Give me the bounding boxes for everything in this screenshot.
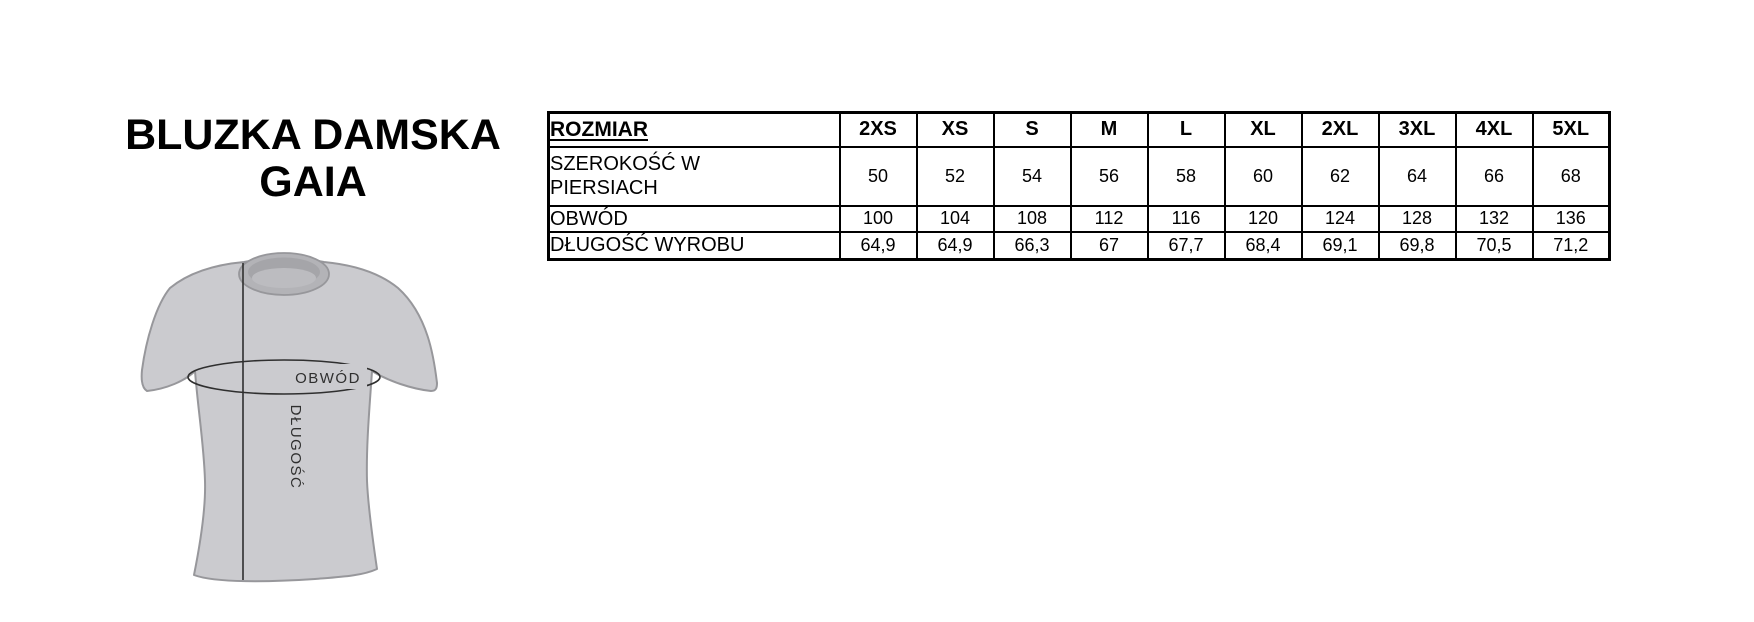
- size-col-header: XL: [1223, 111, 1303, 148]
- tshirt-diagram-svg: OBWÓD DŁUGOŚĆ: [140, 252, 438, 583]
- product-length-value: 69,1: [1300, 230, 1380, 261]
- size-col-header: S: [992, 111, 1072, 148]
- girth-value: 104: [915, 204, 995, 233]
- row-label-girth: OBWÓD: [547, 204, 841, 233]
- product-title: BLUZKA DAMSKA GAIA: [98, 112, 528, 206]
- length-label: DŁUGOŚĆ: [287, 405, 305, 490]
- girth-value: 120: [1223, 204, 1303, 233]
- row-label-chest-width: SZEROKOŚĆ W PIERSIACH: [547, 145, 841, 207]
- tshirt-measurement-diagram: OBWÓD DŁUGOŚĆ: [130, 250, 460, 622]
- size-col-header: 2XL: [1300, 111, 1380, 148]
- product-length-value: 67,7: [1146, 230, 1226, 261]
- circumference-label-bg: [289, 364, 367, 389]
- product-length-value: 70,5: [1454, 230, 1534, 261]
- size-col-header: M: [1069, 111, 1149, 148]
- product-title-line2: GAIA: [259, 158, 367, 206]
- chest-width-value: 54: [992, 145, 1072, 207]
- girth-value: 100: [838, 204, 918, 233]
- product-length-value: 64,9: [915, 230, 995, 261]
- size-table-header-label: ROZMIAR: [547, 111, 841, 148]
- girth-value: 116: [1146, 204, 1226, 233]
- girth-value: 108: [992, 204, 1072, 233]
- chest-width-value: 56: [1069, 145, 1149, 207]
- chest-width-value: 60: [1223, 145, 1303, 207]
- size-col-header: XS: [915, 111, 995, 148]
- table-row-sizes: ROZMIAR 2XS XS S M L XL 2XL 3XL 4XL 5XL: [547, 111, 1611, 148]
- girth-value: 124: [1300, 204, 1380, 233]
- size-table: ROZMIAR 2XS XS S M L XL 2XL 3XL 4XL 5XL …: [547, 111, 1611, 261]
- product-length-value: 67: [1069, 230, 1149, 261]
- table-row-product-length: DŁUGOŚĆ WYROBU 64,9 64,9 66,3 67 67,7 68…: [547, 230, 1611, 261]
- chest-width-value: 58: [1146, 145, 1226, 207]
- table-row-girth: OBWÓD 100 104 108 112 116 120 124 128 13…: [547, 204, 1611, 233]
- product-length-value: 66,3: [992, 230, 1072, 261]
- size-col-header: L: [1146, 111, 1226, 148]
- girth-value: 136: [1531, 204, 1611, 233]
- girth-value: 132: [1454, 204, 1534, 233]
- product-length-value: 68,4: [1223, 230, 1303, 261]
- chest-width-value: 66: [1454, 145, 1534, 207]
- chest-width-value: 62: [1300, 145, 1380, 207]
- size-col-header: 5XL: [1531, 111, 1611, 148]
- chest-width-value: 52: [915, 145, 995, 207]
- chest-width-value: 64: [1377, 145, 1457, 207]
- chest-width-value: 50: [838, 145, 918, 207]
- size-col-header: 2XS: [838, 111, 918, 148]
- row-label-product-length: DŁUGOŚĆ WYROBU: [547, 230, 841, 261]
- circumference-measure-ellipse: [187, 359, 381, 395]
- size-col-header: 3XL: [1377, 111, 1457, 148]
- tshirt-body-shape: [140, 257, 438, 583]
- product-title-line1: BLUZKA DAMSKA: [125, 111, 501, 159]
- chest-width-value: 68: [1531, 145, 1611, 207]
- circumference-label: OBWÓD: [295, 370, 361, 387]
- girth-value: 112: [1069, 204, 1149, 233]
- product-length-value: 69,8: [1377, 230, 1457, 261]
- girth-value: 128: [1377, 204, 1457, 233]
- collar-inner-lip: [252, 268, 316, 288]
- product-length-value: 64,9: [838, 230, 918, 261]
- size-col-header: 4XL: [1454, 111, 1534, 148]
- table-row-chest-width: SZEROKOŚĆ W PIERSIACH 50 52 54 56 58 60 …: [547, 145, 1611, 207]
- product-length-value: 71,2: [1531, 230, 1611, 261]
